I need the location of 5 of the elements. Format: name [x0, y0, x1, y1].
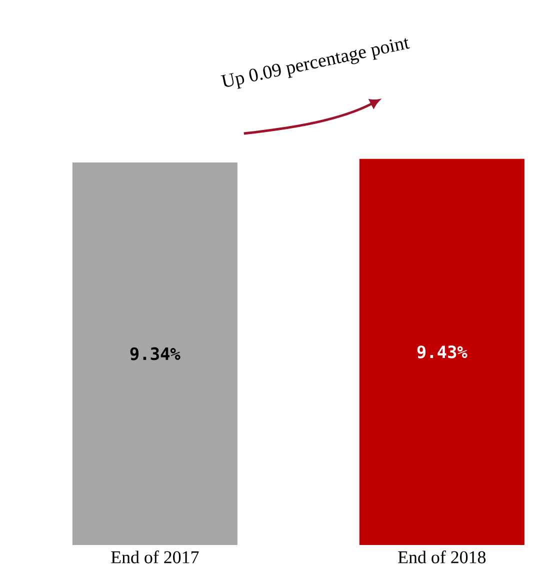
data-label: 9.34% [130, 347, 180, 360]
data-label: 9.43% [417, 345, 468, 358]
x-tick-label: End of 2017 [111, 550, 199, 564]
x-tick-label: End of 2018 [398, 550, 486, 564]
text: Up 0.09 percentage point [220, 38, 410, 89]
